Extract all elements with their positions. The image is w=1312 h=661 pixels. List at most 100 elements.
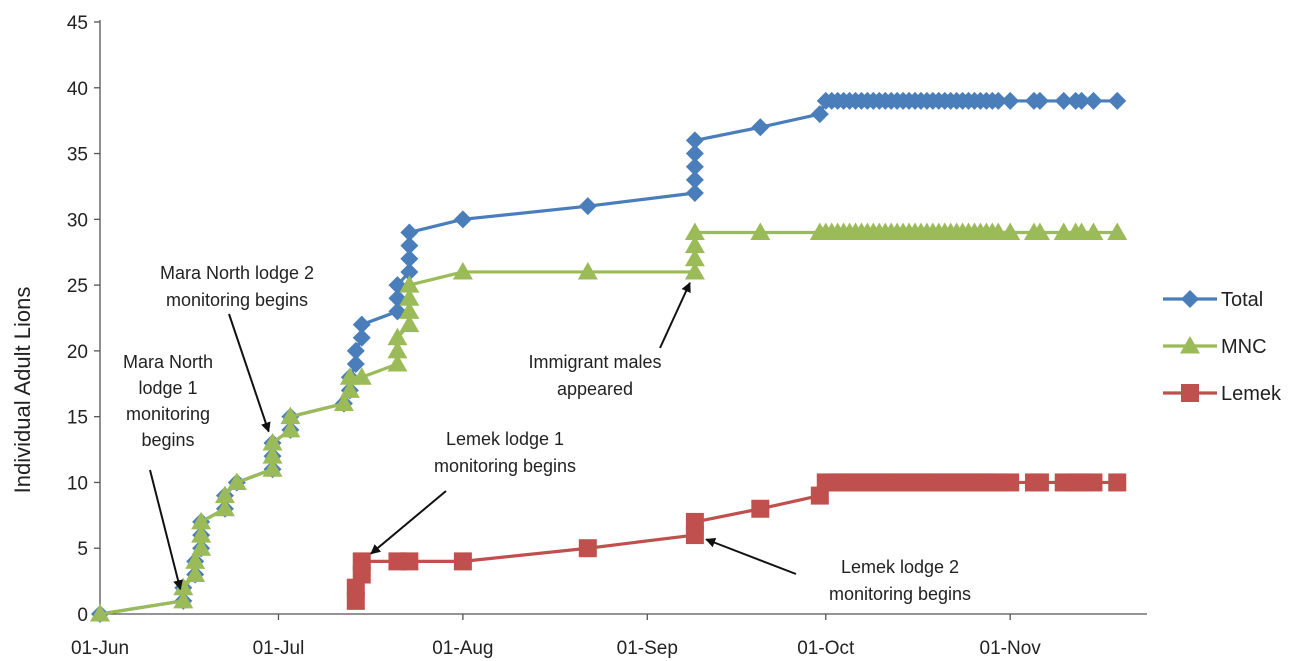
- data-point-total: [1001, 91, 1020, 110]
- annotation-text: lodge 1: [138, 378, 197, 398]
- data-point-mnc: [262, 459, 283, 477]
- data-point-lemek: [1001, 473, 1020, 492]
- legend-label: Lemek: [1221, 383, 1282, 405]
- y-tick-label: 30: [67, 210, 88, 231]
- y-axis-label: Individual Adult Lions: [10, 287, 35, 494]
- data-point-mnc: [280, 419, 301, 438]
- legend-swatch-marker: [1181, 384, 1199, 402]
- data-point-lemek: [1030, 473, 1049, 492]
- x-tick-label: 01-Sep: [617, 638, 678, 659]
- x-tick-label: 01-Aug: [432, 638, 493, 659]
- annotation-lemek-lodge2: Lemek lodge 2 monitoring begins: [705, 537, 971, 604]
- series-line-lemek: [354, 480, 1118, 601]
- data-point-mnc: [191, 525, 212, 543]
- data-point-mnc: [173, 590, 194, 609]
- annotation-text: Lemek lodge 2: [841, 557, 959, 577]
- data-point-total: [578, 197, 597, 216]
- x-tick-label: 01-Jul: [253, 638, 305, 659]
- annotation-text: monitoring begins: [434, 456, 576, 476]
- data-point-mnc: [90, 604, 110, 622]
- data-point-mnc: [387, 327, 408, 346]
- data-point-mnc: [399, 314, 420, 333]
- annotation-text: Mara North: [123, 352, 213, 372]
- y-tick-label: 40: [67, 79, 88, 100]
- y-tick-label: 10: [67, 473, 88, 494]
- legend-swatch-marker: [1180, 336, 1200, 354]
- data-point-mnc: [399, 275, 420, 293]
- x-tick-label: 01-Nov: [980, 638, 1042, 659]
- data-point-mnc: [339, 380, 360, 398]
- data-point-total: [810, 105, 829, 124]
- y-tick-label: 35: [67, 145, 88, 166]
- data-point-total: [400, 249, 419, 268]
- annotation-text: monitoring begins: [166, 290, 308, 310]
- data-point-mnc: [684, 235, 705, 254]
- annotation-arrow: [149, 469, 183, 591]
- data-point-mnc: [684, 222, 705, 240]
- annotation-text: begins: [141, 430, 194, 450]
- data-point-total: [1108, 91, 1127, 110]
- x-tick-label: 01-Jun: [71, 638, 129, 659]
- data-point-mnc: [577, 261, 598, 280]
- data-point-total: [685, 144, 704, 163]
- data-point-mnc: [387, 354, 408, 372]
- y-tick-label: 15: [67, 408, 88, 429]
- data-point-total: [1072, 91, 1091, 110]
- data-point-mnc: [214, 498, 235, 517]
- data-point-mnc: [262, 432, 283, 451]
- data-point-mnc: [191, 538, 212, 556]
- data-point-mnc: [262, 446, 283, 464]
- y-tick-label: 0: [77, 605, 88, 626]
- data-point-total: [685, 170, 704, 189]
- data-point-lemek: [352, 552, 371, 571]
- legend: Total MNC Lemek: [1163, 289, 1282, 405]
- data-point-total: [685, 157, 704, 176]
- data-point-total: [989, 91, 1008, 110]
- data-point-lemek: [578, 539, 597, 558]
- annotation-text: Lemek lodge 1: [446, 429, 564, 449]
- data-point-lemek: [751, 499, 770, 518]
- data-point-mnc: [684, 261, 705, 280]
- annotation-lemek-lodge1: Lemek lodge 1 monitoring begins: [370, 429, 576, 555]
- annotation-text: Immigrant males: [528, 352, 661, 372]
- annotation-mara-north-lodge1: Mara North lodge 1 monitoring begins: [123, 352, 213, 591]
- y-tick-label: 25: [67, 276, 88, 297]
- legend-label: MNC: [1221, 336, 1267, 358]
- legend-item-lemek: Lemek: [1163, 383, 1282, 405]
- data-point-total: [1054, 91, 1073, 110]
- annotation-text: monitoring begins: [829, 584, 971, 604]
- data-point-total: [352, 328, 371, 347]
- data-point-mnc: [214, 485, 235, 504]
- data-point-total: [352, 315, 371, 334]
- annotation-text: monitoring: [126, 404, 210, 424]
- y-tick-label: 5: [77, 539, 88, 560]
- data-point-mnc: [452, 261, 473, 280]
- annotation-arrow: [370, 490, 447, 555]
- data-point-lemek: [685, 512, 704, 531]
- data-point-total: [1030, 91, 1049, 110]
- data-point-total: [453, 210, 472, 229]
- y-tick-label: 20: [67, 342, 88, 363]
- data-point-mnc: [185, 551, 206, 569]
- data-point-mnc: [684, 248, 705, 267]
- data-point-mnc: [173, 577, 194, 596]
- x-tick-label: 01-Oct: [797, 638, 855, 659]
- data-point-total: [400, 223, 419, 242]
- annotation-mara-north-lodge2: Mara North lodge 2 monitoring begins: [160, 263, 314, 433]
- y-tick-label: 45: [67, 13, 88, 34]
- data-point-mnc: [399, 288, 420, 306]
- data-point-total: [685, 184, 704, 203]
- data-point-total: [346, 355, 365, 374]
- data-point-total: [346, 341, 365, 360]
- series-mnc: [90, 222, 1128, 622]
- data-point-mnc: [1029, 222, 1050, 240]
- data-point-mnc: [191, 511, 212, 530]
- chart-axes: 0 5 10 15 20 25 30 35 40 45 01-Jun 01-Jul 01-Aug 01-S…: [67, 13, 1147, 659]
- data-point-lemek: [1108, 473, 1127, 492]
- legend-item-total: Total: [1163, 289, 1263, 311]
- data-point-mnc: [399, 301, 420, 319]
- data-point-mnc: [226, 472, 247, 490]
- annotation-immigrant-males: Immigrant males appeared: [528, 281, 691, 399]
